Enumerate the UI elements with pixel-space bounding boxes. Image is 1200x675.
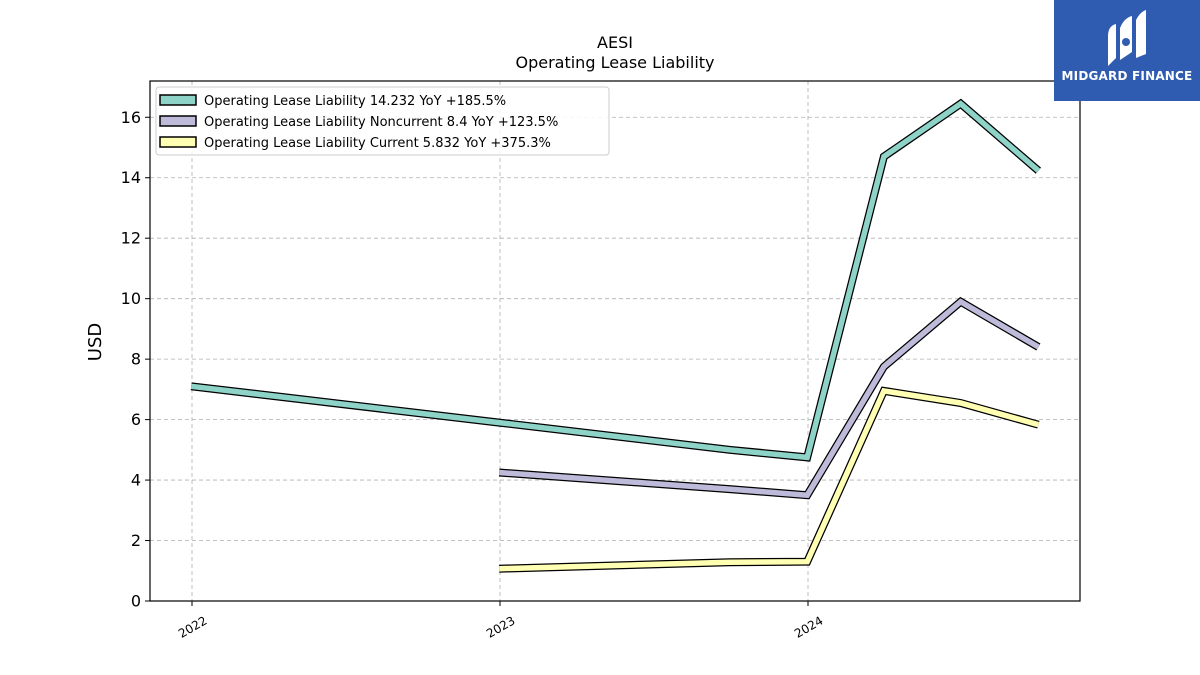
y-tick-label: 8 (131, 350, 141, 369)
legend-swatch (159, 115, 197, 127)
series-line (499, 298, 1040, 499)
legend-label: Operating Lease Liability Noncurrent 8.4… (204, 115, 558, 130)
legend: Operating Lease Liability 14.232 YoY +18… (155, 86, 610, 156)
y-tick-label: 14 (121, 168, 141, 187)
brand-logo-text: MIDGARD FINANCE (1061, 69, 1193, 83)
plot-frame (149, 80, 1081, 602)
legend-swatch (159, 136, 197, 148)
y-tick-label: 6 (131, 410, 141, 429)
y-tick-label: 10 (121, 289, 141, 308)
y-axis-label: USD (85, 323, 106, 361)
x-tick-label: 2024 (792, 613, 825, 640)
x-tick-label: 2023 (484, 613, 517, 640)
series-layer (190, 98, 1042, 573)
y-tick-label: 4 (131, 471, 141, 490)
y-tick-label: 0 (131, 592, 141, 611)
series-line (499, 387, 1040, 572)
chart-subtitle: Operating Lease Liability (515, 53, 714, 72)
y-axis: 0 2 4 6 8 10 12 14 16 (121, 108, 150, 611)
chart-title: AESI (597, 33, 633, 52)
brand-logo-icon (1108, 10, 1146, 66)
legend-label: Operating Lease Liability Current 5.832 … (204, 136, 551, 151)
series-line (190, 100, 1041, 461)
y-tick-label: 2 (131, 531, 141, 550)
x-tick-label: 2022 (176, 613, 209, 640)
y-tick-label: 12 (121, 229, 141, 248)
legend-label: Operating Lease Liability 14.232 YoY +18… (204, 94, 506, 109)
y-tick-label: 16 (121, 108, 141, 127)
legend-swatch (159, 94, 197, 106)
grid-lines (150, 81, 1080, 602)
x-axis: 2022 2023 2024 (176, 601, 826, 641)
brand-logo: MIDGARD FINANCE (1054, 0, 1200, 101)
legend-box (155, 86, 610, 156)
series-line-outline (190, 98, 1042, 462)
